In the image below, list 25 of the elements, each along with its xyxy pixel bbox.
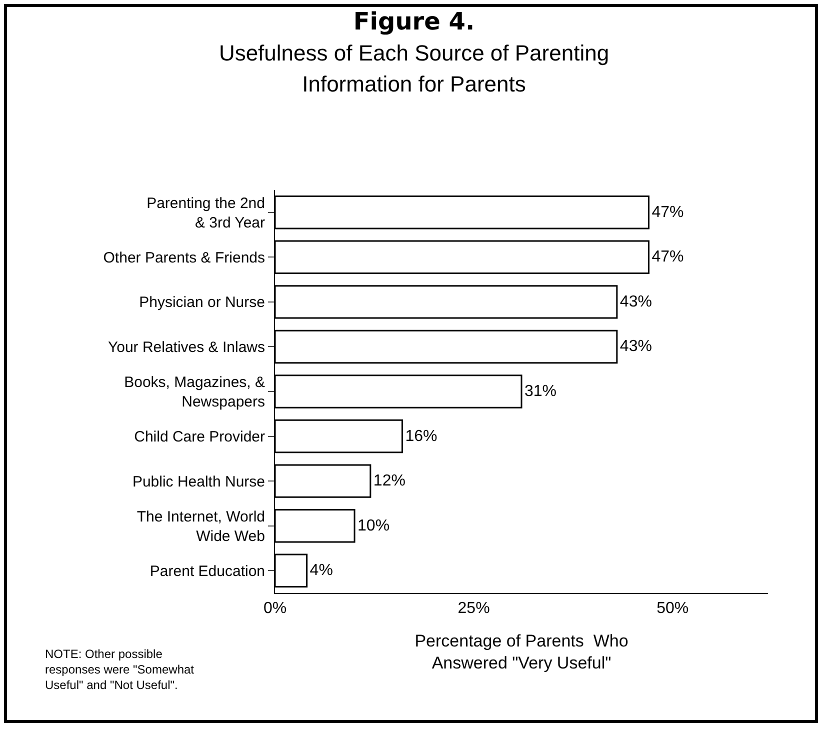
x-tick-label: 50% (656, 600, 689, 618)
data-label: 4% (310, 562, 333, 580)
chart-title: Figure 4. (353, 7, 475, 36)
y-tick-label: The Internet, World Wide Web (136, 508, 265, 545)
y-tick-label: Parenting the 2nd & 3rd Year (146, 194, 265, 232)
data-label: 47% (652, 248, 684, 266)
data-label: 47% (652, 204, 684, 221)
x-tick-label: 25% (458, 600, 490, 618)
x-tick-label: 0% (263, 600, 287, 618)
y-tick-label: Other Parents & Friends (103, 249, 265, 266)
data-label: 43% (620, 338, 652, 356)
y-tick-label: Physician or Nurse (139, 294, 265, 312)
data-label: 31% (524, 383, 557, 400)
data-label: 43% (620, 293, 652, 310)
y-tick-label: Your Relatives & Inlaws (108, 338, 265, 356)
y-tick-label: Public Health Nurse (132, 473, 265, 490)
data-label: 12% (373, 472, 406, 490)
data-label: 16% (405, 428, 438, 445)
chart-subtitle: Usefulness of Each Source of Parenting Information for Parents (218, 40, 610, 97)
text: NOTE: Other possible responses were "Somewhat Useful" and "Not Useful". (45, 647, 195, 692)
x-axis-title: Percentage of Parents Who Answered "Very Useful" (414, 632, 628, 673)
data-label: 10% (358, 517, 390, 534)
y-tick-label: Parent Education (150, 562, 265, 580)
y-tick-label: Child Care Provider (134, 428, 265, 446)
y-tick-label: Books, Magazines, & Newspapers (124, 374, 265, 410)
